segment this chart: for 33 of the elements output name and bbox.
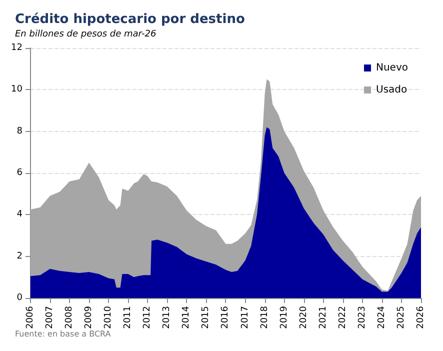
- y-tick-label: 10: [11, 84, 23, 95]
- x-tick-label: 2022: [338, 306, 348, 329]
- source-note: Fuente: en base a BCRA: [15, 330, 112, 338]
- x-tick-label: 2015: [201, 306, 212, 329]
- y-tick-label: 0: [16, 293, 23, 303]
- y-tick-label: 6: [16, 168, 23, 178]
- x-tick-label: 2024: [376, 306, 387, 329]
- chart-subtitle: En billones de pesos de mar-26: [15, 30, 156, 40]
- x-tick-label: 2014: [182, 306, 192, 329]
- x-tick-label: 2012: [142, 306, 153, 329]
- x-tick-label: 2020: [298, 306, 309, 329]
- x-tick-label: 2019: [279, 306, 290, 329]
- y-tick-label: 8: [16, 126, 23, 136]
- x-tick-label: 2016: [220, 306, 231, 329]
- x-tick-label: 2013: [162, 306, 172, 329]
- legend-label: Usado: [376, 84, 408, 96]
- x-tick-label: 2017: [240, 306, 250, 329]
- x-tick-label: 2018: [260, 306, 270, 329]
- x-tick-label: 2021: [318, 306, 328, 329]
- x-tick-label: 2006: [25, 306, 36, 329]
- x-tick-label: 2025: [396, 306, 406, 329]
- x-tick-label: 2011: [123, 306, 134, 329]
- x-tick-label: 2010: [104, 306, 114, 329]
- x-tick-label: 2009: [84, 306, 94, 329]
- y-tick-label: 12: [11, 43, 22, 53]
- x-tick-label: 2008: [64, 306, 75, 329]
- x-tick-label: 2007: [44, 306, 55, 329]
- y-tick-label: 2: [16, 251, 22, 262]
- x-tick-label: 2023: [357, 306, 368, 329]
- x-tick-label: 2026: [416, 306, 426, 329]
- y-tick-label: 4: [16, 210, 23, 220]
- chart-title: Crédito hipotecario por destino: [15, 12, 245, 27]
- legend-label: Nuevo: [376, 62, 408, 74]
